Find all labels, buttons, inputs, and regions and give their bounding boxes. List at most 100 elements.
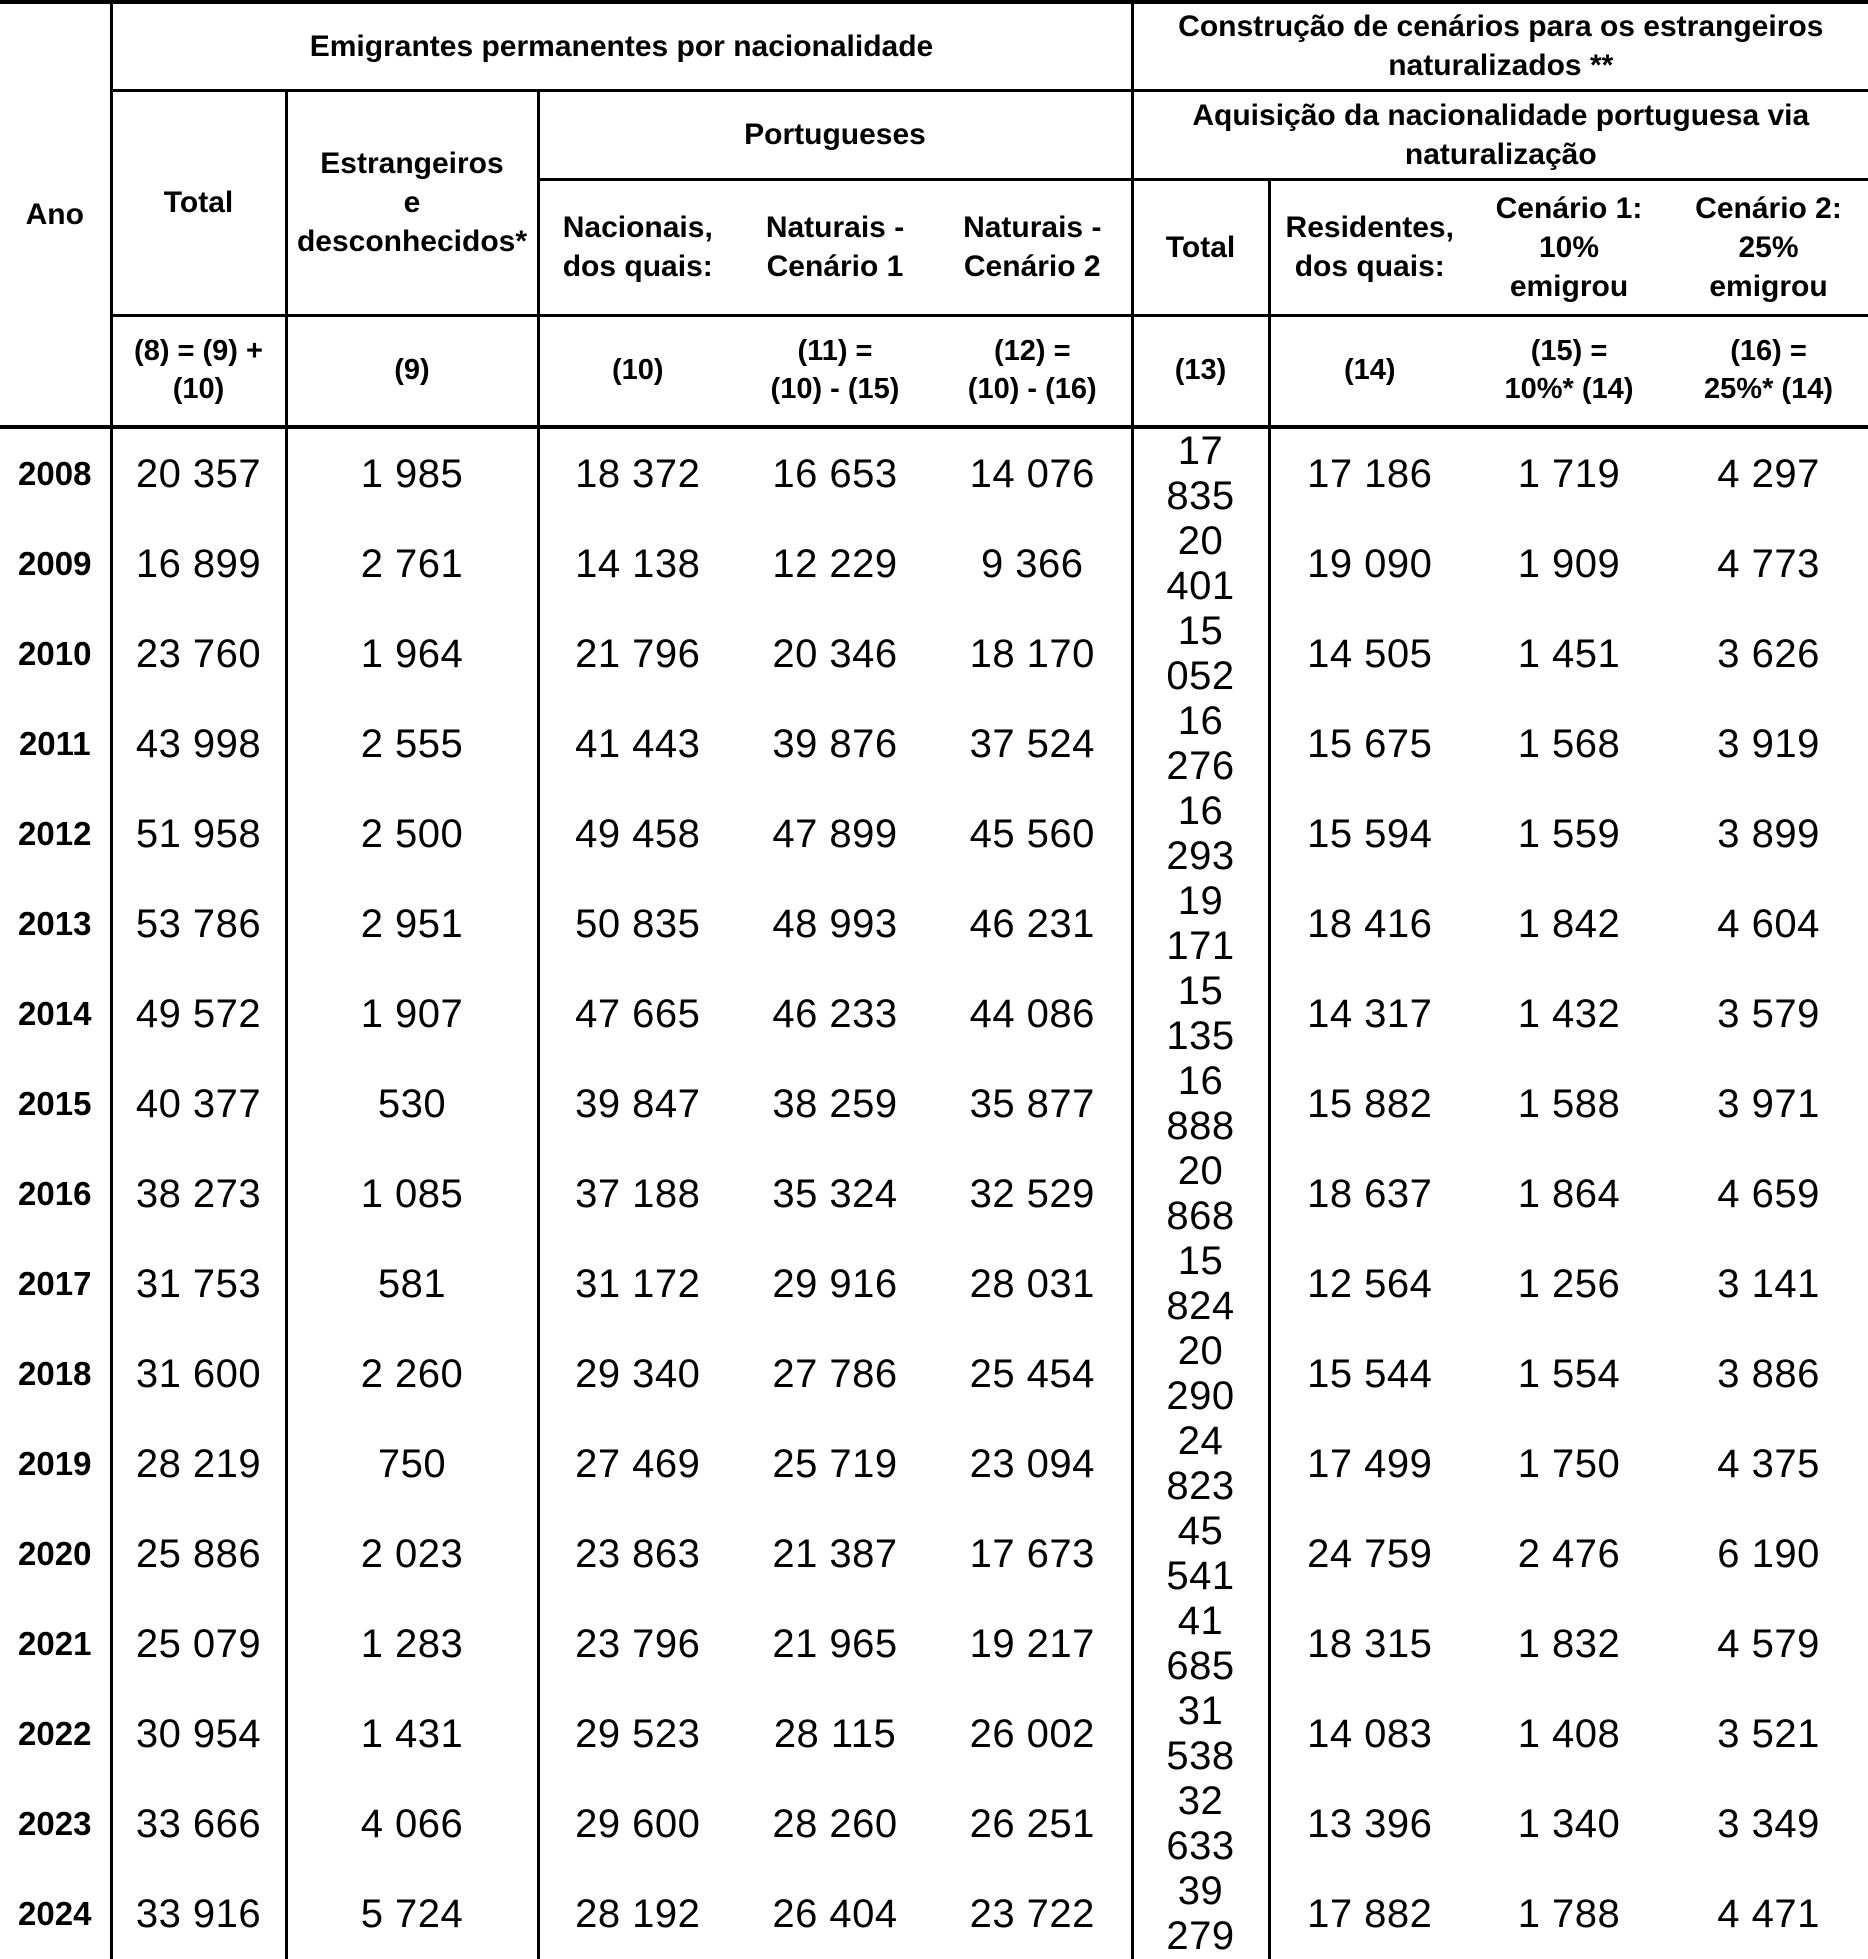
data-cell: 1 431	[286, 1689, 540, 1779]
data-cell: 15 135	[1132, 969, 1271, 1059]
data-cell: 41 443	[575, 721, 701, 766]
data-cell: 3 626	[1717, 631, 1820, 676]
table-row: 2013 53 786 2 951 50 835 48 993 46 231 1…	[0, 879, 1868, 969]
table-row: 2022 30 954 1 431 29 523 28 115 26 002 3…	[0, 1689, 1868, 1779]
data-cell: 15 824	[1132, 1239, 1271, 1329]
data-cell: 17 499	[1307, 1441, 1433, 1486]
formula-col-16: (16) = 25%* (14)	[1669, 313, 1868, 427]
data-cell: 39 847	[575, 1081, 701, 1126]
data-cell: 6 190	[1717, 1531, 1820, 1576]
data-cell: 31 600	[111, 1329, 288, 1419]
data-cell: 2 761	[286, 519, 540, 609]
data-cell: 1 750	[1517, 1441, 1621, 1486]
data-cell: 23 760	[111, 609, 288, 699]
data-cell: 23 796	[575, 1621, 701, 1666]
formula-col-12: (12) = (10) - (16)	[934, 313, 1134, 427]
data-cell: 3 919	[1717, 721, 1820, 766]
data-cell: 3 971	[1717, 1081, 1820, 1126]
data-cell: 15 544	[1307, 1351, 1433, 1396]
table-row: 2024 33 916 5 724 28 192 26 404 23 722 3…	[0, 1869, 1868, 1959]
header-group-cenarios: Construção de cenários para os estrangei…	[1132, 0, 1868, 92]
data-cell: 18 315	[1307, 1621, 1433, 1666]
header-row-subgroups: Total Estrangeiros e desconhecidos* Port…	[0, 90, 1868, 315]
data-cell: 12 564	[1307, 1261, 1433, 1306]
header-total-13: Total	[1132, 179, 1271, 315]
data-cell: 5 724	[286, 1869, 540, 1959]
table-row: 2023 33 666 4 066 29 600 28 260 26 251 3…	[0, 1779, 1868, 1869]
formula-col-9: (9)	[286, 313, 540, 427]
data-cell: 23 094	[934, 1419, 1134, 1509]
data-cell: 19 090	[1307, 541, 1433, 586]
year-cell: 2023	[0, 1779, 113, 1869]
data-cell: 39 876	[772, 721, 898, 766]
data-cell: 4 604	[1717, 901, 1820, 946]
data-cell: 23 863	[575, 1531, 701, 1576]
table-row: 2012 51 958 2 500 49 458 47 899 45 560 1…	[0, 789, 1868, 879]
data-cell: 14 083	[1307, 1711, 1433, 1756]
data-cell: 3 579	[1717, 991, 1820, 1036]
data-cell: 2 951	[286, 879, 540, 969]
table-row: 2014 49 572 1 907 47 665 46 233 44 086 1…	[0, 969, 1868, 1059]
data-cell: 35 324	[772, 1171, 898, 1216]
header-group-emigrantes: Emigrantes permanentes por nacionalidade	[111, 0, 1134, 92]
year-cell: 2013	[0, 879, 113, 969]
data-cell: 25 719	[772, 1441, 898, 1486]
header-row-groups: Ano Emigrantes permanentes por nacionali…	[0, 0, 1868, 427]
data-cell: 3 141	[1717, 1261, 1820, 1306]
header-portugueses: Portugueses	[538, 90, 1134, 181]
data-cell: 1 788	[1517, 1891, 1621, 1936]
data-cell: 12 229	[772, 541, 898, 586]
data-cell: 29 916	[772, 1261, 898, 1306]
table-row: 2021 25 079 1 283 23 796 21 965 19 217 4…	[0, 1599, 1868, 1689]
data-cell: 3 349	[1717, 1801, 1820, 1846]
data-cell: 27 469	[575, 1441, 701, 1486]
data-cell: 1 964	[286, 609, 540, 699]
year-cell: 2019	[0, 1419, 113, 1509]
table-row: 2017 31 753 581 31 172 29 916 28 031 15 …	[0, 1239, 1868, 1329]
header-cenario1-15: Cenário 1: 10% emigrou	[1495, 191, 1643, 303]
data-cell: 16 293	[1132, 789, 1271, 879]
year-cell: 2014	[0, 969, 113, 1059]
data-cell: 20 346	[772, 631, 898, 676]
data-cell: 30 954	[111, 1689, 288, 1779]
data-cell: 18 372	[538, 425, 736, 519]
data-cell: 1 432	[1517, 991, 1621, 1036]
header-total-8: Total	[111, 90, 288, 315]
formula-col-10: (10)	[538, 313, 736, 427]
header-row-columns: Nacionais, dos quais: Naturais - Cenário…	[0, 179, 1868, 315]
data-cell: 1 588	[1517, 1081, 1621, 1126]
data-cell: 17 186	[1269, 425, 1469, 519]
data-cell: 28 192	[575, 1891, 701, 1936]
data-cell: 1 283	[286, 1599, 540, 1689]
year-cell: 2010	[0, 609, 113, 699]
data-cell: 45 560	[934, 789, 1134, 879]
data-cell: 1 909	[1517, 541, 1621, 586]
data-cell: 4 579	[1717, 1621, 1820, 1666]
header-nacionais-10: Nacionais, dos quais:	[562, 211, 713, 283]
data-cell: 17 882	[1307, 1891, 1433, 1936]
data-cell: 15 594	[1307, 811, 1433, 856]
data-cell: 24 823	[1132, 1419, 1271, 1509]
header-naturais-cenario2-12: Naturais - Cenário 2	[934, 179, 1134, 315]
year-cell: 2015	[0, 1059, 113, 1149]
data-cell: 28 031	[934, 1239, 1134, 1329]
data-cell: 16 276	[1132, 699, 1271, 789]
data-cell: 1 568	[1517, 721, 1621, 766]
data-cell: 21 965	[772, 1621, 898, 1666]
data-cell: 46 233	[772, 991, 898, 1036]
data-cell: 44 086	[934, 969, 1134, 1059]
data-cell: 1 985	[286, 425, 540, 519]
formula-col-14: (14)	[1269, 313, 1469, 427]
data-cell: 41 685	[1132, 1599, 1271, 1689]
data-cell: 18 170	[934, 609, 1134, 699]
table-row: 2011 43 998 2 555 41 443 39 876 37 524 1…	[0, 699, 1868, 789]
data-cell: 4 659	[1717, 1171, 1820, 1216]
data-cell: 16 899	[111, 519, 288, 609]
data-cell: 31 172	[575, 1261, 701, 1306]
data-cell: 46 231	[934, 879, 1134, 969]
header-residentes-14: Residentes, dos quais:	[1285, 211, 1454, 283]
formula-col-13: (13)	[1132, 313, 1271, 427]
header-cenario2-16: Cenário 2: 25% emigrou	[1695, 191, 1842, 303]
data-cell: 32 529	[934, 1149, 1134, 1239]
